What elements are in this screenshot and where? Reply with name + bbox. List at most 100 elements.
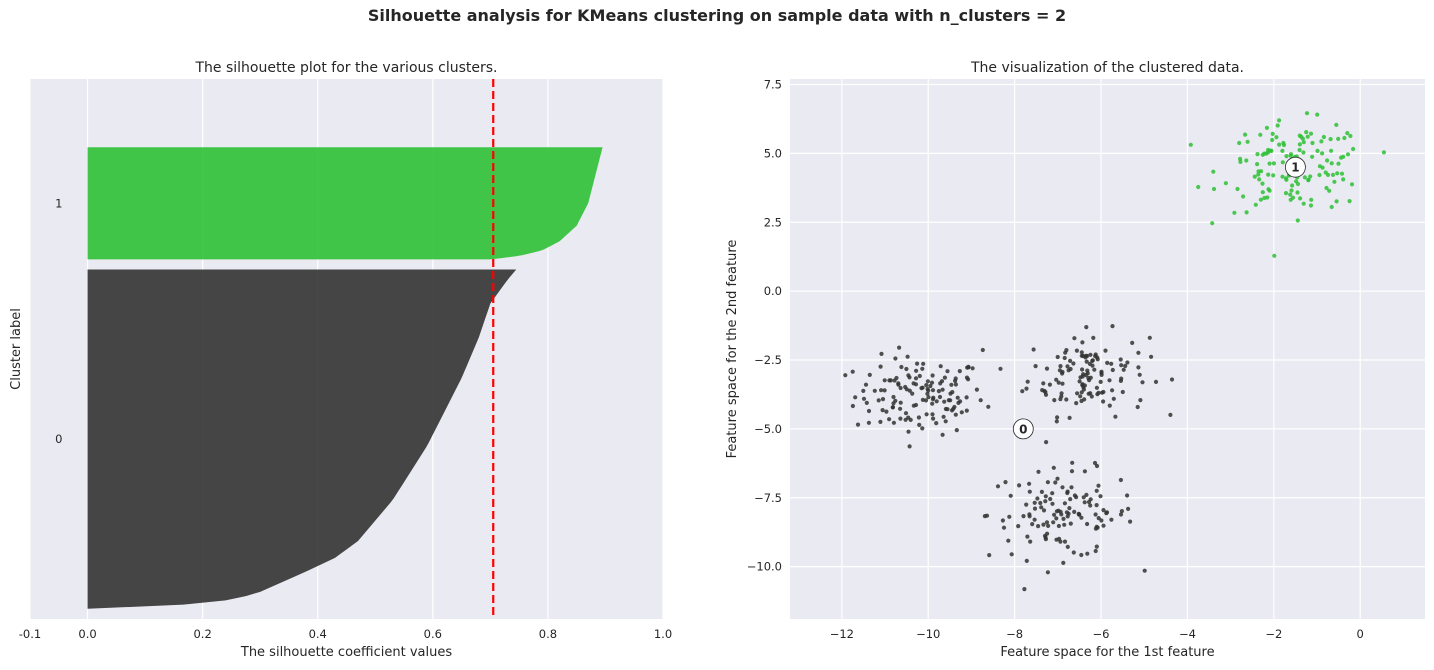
scatter-point-cluster-0 <box>1079 515 1084 520</box>
scatter-point-cluster-0 <box>878 364 883 369</box>
scatter-point-cluster-0 <box>1058 509 1063 514</box>
scatter-point-cluster-1 <box>1336 136 1341 141</box>
scatter-point-cluster-0 <box>1082 383 1087 388</box>
scatter-point-cluster-0 <box>1062 539 1068 544</box>
scatter-point-cluster-1 <box>1345 152 1351 157</box>
scatter-point-cluster-1 <box>1295 190 1300 195</box>
scatter-point-cluster-1 <box>1342 135 1347 141</box>
scatter-point-cluster-0 <box>1045 570 1050 575</box>
scatter-point-cluster-0 <box>1142 568 1147 573</box>
scatter-point-cluster-0 <box>943 406 949 412</box>
scatter-point-cluster-0 <box>1110 324 1115 329</box>
scatter-point-cluster-0 <box>878 419 883 424</box>
scatter-point-cluster-1 <box>1257 177 1262 182</box>
scatter-point-cluster-1 <box>1325 158 1330 163</box>
silhouette-x-tick-label: -0.1 <box>19 627 41 641</box>
scatter-point-cluster-0 <box>1126 506 1131 511</box>
scatter-point-cluster-0 <box>986 404 991 409</box>
scatter-point-cluster-1 <box>1255 162 1260 167</box>
scatter-point-cluster-0 <box>926 395 931 400</box>
scatter-point-cluster-1 <box>1381 150 1386 155</box>
scatter-point-cluster-0 <box>1064 348 1069 353</box>
scatter-point-cluster-0 <box>887 378 892 383</box>
scatter-point-cluster-1 <box>1275 123 1280 128</box>
scatter-point-cluster-0 <box>1103 348 1108 353</box>
scatter-point-cluster-0 <box>1062 501 1067 506</box>
scatter-point-cluster-0 <box>1053 480 1058 485</box>
scatter-point-cluster-1 <box>1315 148 1320 153</box>
scatter-point-cluster-0 <box>1055 415 1060 420</box>
scatter-point-cluster-0 <box>1041 508 1047 513</box>
figure-suptitle: Silhouette analysis for KMeans clusterin… <box>367 6 1067 25</box>
scatter-point-cluster-0 <box>1135 404 1140 410</box>
silhouette-y-axis-label: Cluster label <box>9 308 24 390</box>
scatter-point-cluster-0 <box>978 398 983 403</box>
scatter-point-cluster-1 <box>1243 132 1248 137</box>
scatter-point-cluster-0 <box>1045 480 1050 485</box>
scatter-point-cluster-1 <box>1289 188 1294 193</box>
scatter-point-cluster-0 <box>1054 509 1059 514</box>
scatter-point-cluster-1 <box>1347 199 1352 204</box>
scatter-point-cluster-0 <box>1101 523 1106 528</box>
scatter-point-cluster-0 <box>998 366 1003 371</box>
scatter-point-cluster-1 <box>1339 171 1345 176</box>
scatter-point-cluster-0 <box>906 429 911 434</box>
scatter-point-cluster-0 <box>1082 500 1087 505</box>
scatter-point-cluster-0 <box>1045 531 1050 536</box>
scatter-point-cluster-0 <box>879 351 884 356</box>
scatter-point-cluster-0 <box>1071 361 1076 366</box>
scatter-point-cluster-0 <box>1072 493 1077 498</box>
scatter-point-cluster-0 <box>1111 396 1116 401</box>
scatter-point-cluster-0 <box>929 380 935 385</box>
scatter-point-cluster-0 <box>920 366 925 371</box>
scatter-point-cluster-0 <box>1059 391 1064 396</box>
scatter-point-cluster-0 <box>1057 536 1062 541</box>
scatter-point-cluster-0 <box>916 415 922 420</box>
scatter-point-cluster-0 <box>896 382 901 387</box>
scatter-point-cluster-1 <box>1237 140 1242 146</box>
scatter-point-cluster-1 <box>1301 140 1306 145</box>
cluster-center-label-0: 0 <box>1019 422 1027 436</box>
scatter-point-cluster-0 <box>1067 506 1072 511</box>
scatter-point-cluster-0 <box>1125 493 1130 498</box>
scatter-point-cluster-1 <box>1256 172 1261 177</box>
scatter-point-cluster-0 <box>928 383 933 389</box>
silhouette-x-ticks: -0.1 0.0 0.2 0.4 0.6 0.8 1.0 <box>19 627 672 641</box>
scatter-point-cluster-0 <box>1036 524 1041 529</box>
scatter-point-cluster-0 <box>1085 551 1090 556</box>
scatter-point-cluster-0 <box>1016 524 1021 529</box>
scatter-point-cluster-1 <box>1321 134 1326 140</box>
scatter-point-cluster-0 <box>1025 379 1030 384</box>
silhouette-plot: -0.1 0.0 0.2 0.4 0.6 0.8 1.0 01 The silhouette… <box>9 60 672 660</box>
silhouette-cluster-areas <box>87 147 603 609</box>
scatter-point-cluster-0 <box>907 444 912 449</box>
scatter-point-cluster-0 <box>1109 361 1114 366</box>
scatter-point-cluster-0 <box>917 373 922 379</box>
scatter-point-cluster-1 <box>1281 142 1287 148</box>
scatter-point-cluster-0 <box>920 397 926 402</box>
scatter-point-cluster-1 <box>1298 196 1303 201</box>
scatter-point-cluster-0 <box>910 391 915 396</box>
scatter-point-cluster-0 <box>1008 493 1013 498</box>
scatter-point-cluster-0 <box>964 375 970 380</box>
scatter-point-cluster-0 <box>1027 489 1032 494</box>
scatter-point-cluster-0 <box>1149 354 1154 359</box>
scatter-point-cluster-0 <box>914 368 919 373</box>
scatter-point-cluster-0 <box>921 361 926 366</box>
scatter-point-cluster-0 <box>953 412 958 417</box>
scatter-point-cluster-0 <box>1054 377 1059 382</box>
scatter-point-cluster-0 <box>898 406 903 411</box>
scatter-point-cluster-0 <box>855 422 861 427</box>
scatter-point-cluster-1 <box>1305 134 1310 139</box>
scatter-point-cluster-1 <box>1253 202 1258 207</box>
cluster-centers: 01 <box>1012 156 1306 440</box>
scatter-point-cluster-0 <box>1031 347 1036 352</box>
scatter-point-cluster-0 <box>1065 489 1070 494</box>
scatter-point-cluster-0 <box>882 378 887 383</box>
scatter-point-cluster-0 <box>1079 552 1084 558</box>
scatter-point-cluster-1 <box>1329 161 1334 166</box>
scatter-point-cluster-0 <box>872 388 877 393</box>
silhouette-area-cluster-1 <box>87 147 603 260</box>
scatter-point-cluster-0 <box>1081 372 1086 377</box>
scatter-point-cluster-1 <box>1258 132 1263 137</box>
